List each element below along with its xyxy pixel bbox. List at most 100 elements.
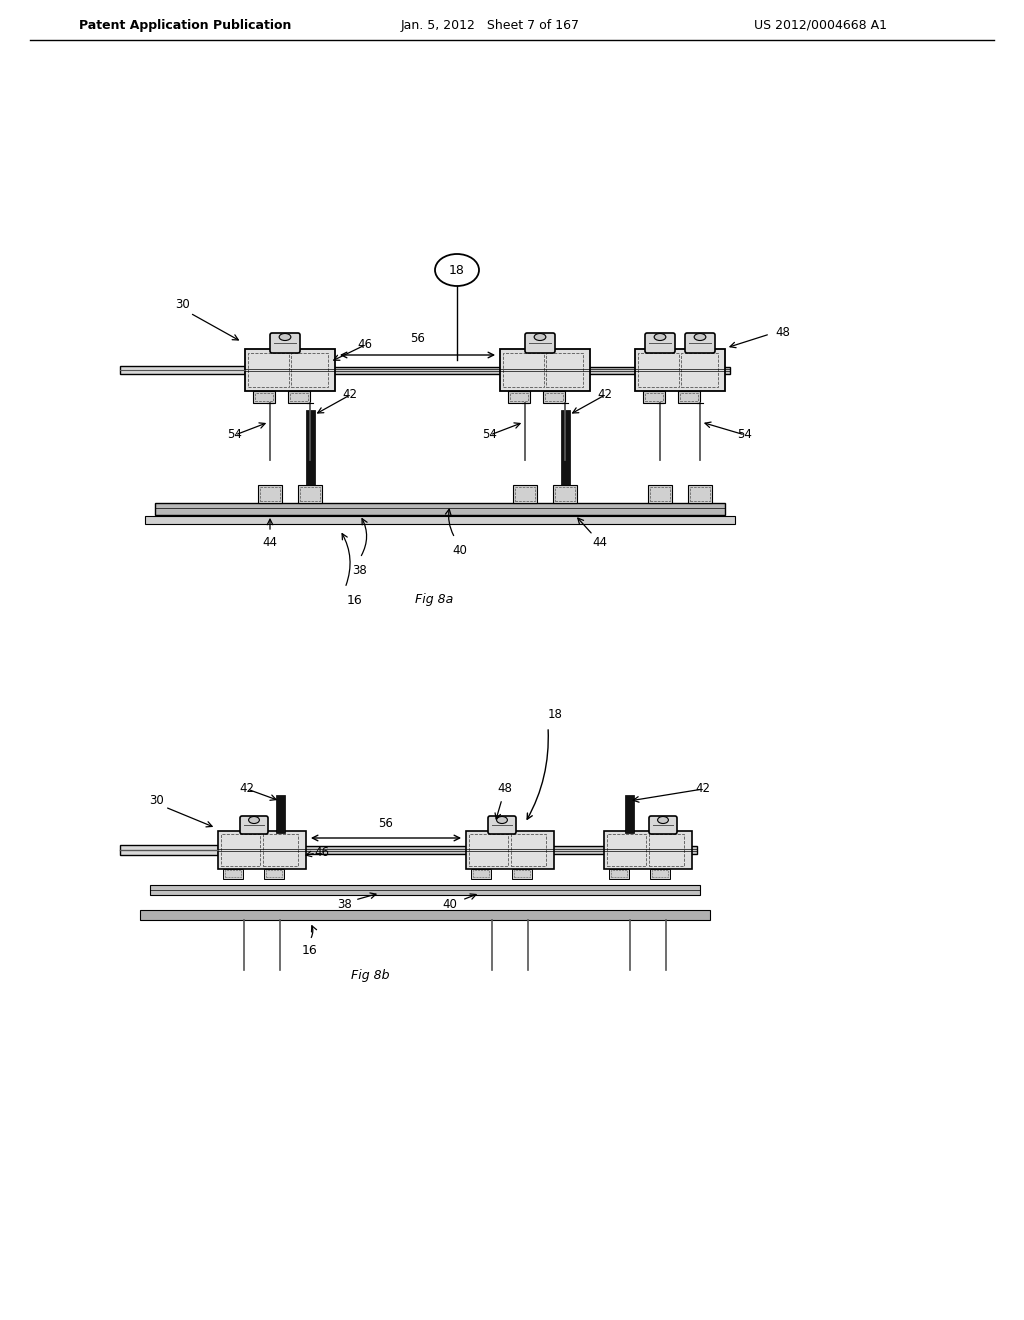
- Text: Patent Application Publication: Patent Application Publication: [79, 18, 291, 32]
- Bar: [218, 832, 306, 869]
- Bar: [643, 391, 665, 403]
- Text: 16: 16: [302, 944, 317, 957]
- Text: 56: 56: [410, 333, 425, 345]
- Bar: [140, 909, 710, 920]
- Bar: [650, 869, 670, 879]
- FancyBboxPatch shape: [649, 816, 677, 834]
- Bar: [678, 391, 700, 403]
- Bar: [625, 795, 634, 833]
- FancyBboxPatch shape: [645, 333, 675, 352]
- Bar: [260, 487, 280, 502]
- Ellipse shape: [694, 334, 706, 341]
- Bar: [263, 834, 298, 866]
- Bar: [223, 869, 243, 879]
- Bar: [649, 834, 684, 866]
- Text: Jan. 5, 2012   Sheet 7 of 167: Jan. 5, 2012 Sheet 7 of 167: [400, 18, 580, 32]
- Bar: [611, 870, 627, 876]
- Text: 38: 38: [352, 564, 368, 577]
- Bar: [253, 391, 275, 403]
- Bar: [276, 795, 285, 833]
- Bar: [546, 352, 584, 387]
- Bar: [221, 834, 260, 866]
- Bar: [266, 870, 282, 876]
- Bar: [469, 834, 508, 866]
- Bar: [638, 352, 679, 387]
- Text: Fig 8a: Fig 8a: [415, 594, 454, 606]
- Bar: [635, 348, 725, 391]
- Bar: [155, 503, 725, 515]
- FancyBboxPatch shape: [488, 816, 516, 834]
- Bar: [288, 391, 310, 403]
- Text: 30: 30: [150, 793, 165, 807]
- Text: 54: 54: [227, 429, 243, 441]
- Bar: [645, 393, 663, 401]
- Bar: [514, 870, 530, 876]
- Bar: [515, 487, 535, 502]
- Text: 42: 42: [695, 783, 711, 796]
- Bar: [300, 487, 319, 502]
- Bar: [264, 869, 284, 879]
- Bar: [503, 352, 544, 387]
- Text: US 2012/0004668 A1: US 2012/0004668 A1: [754, 18, 887, 32]
- Bar: [245, 348, 335, 391]
- Ellipse shape: [497, 817, 508, 824]
- Ellipse shape: [654, 334, 666, 341]
- Ellipse shape: [535, 334, 546, 341]
- Ellipse shape: [657, 817, 669, 824]
- Bar: [688, 484, 712, 503]
- Bar: [510, 393, 528, 401]
- Bar: [145, 516, 735, 524]
- FancyBboxPatch shape: [685, 333, 715, 352]
- Text: Fig 8b: Fig 8b: [351, 969, 389, 982]
- Text: 16: 16: [347, 594, 362, 606]
- Bar: [298, 484, 322, 503]
- Text: 44: 44: [262, 536, 278, 549]
- Text: 56: 56: [379, 817, 393, 830]
- Text: 42: 42: [342, 388, 357, 401]
- Text: 18: 18: [450, 264, 465, 276]
- Bar: [258, 484, 282, 503]
- Ellipse shape: [249, 817, 259, 824]
- Text: 46: 46: [314, 846, 329, 858]
- Bar: [245, 367, 730, 374]
- Bar: [681, 352, 718, 387]
- Bar: [466, 832, 554, 869]
- Bar: [512, 869, 532, 879]
- Text: 42: 42: [240, 783, 255, 796]
- Bar: [543, 391, 565, 403]
- Bar: [607, 834, 646, 866]
- Ellipse shape: [280, 334, 291, 341]
- Bar: [500, 348, 590, 391]
- Bar: [508, 391, 530, 403]
- Bar: [473, 870, 489, 876]
- Text: 40: 40: [453, 544, 467, 557]
- Bar: [652, 870, 668, 876]
- Text: 38: 38: [338, 899, 352, 912]
- Bar: [650, 487, 670, 502]
- Bar: [690, 487, 710, 502]
- FancyBboxPatch shape: [525, 333, 555, 352]
- Text: 54: 54: [737, 429, 753, 441]
- Bar: [511, 834, 546, 866]
- Bar: [609, 869, 629, 879]
- FancyBboxPatch shape: [270, 333, 300, 352]
- Text: 30: 30: [176, 298, 190, 312]
- Ellipse shape: [435, 253, 479, 286]
- Text: 54: 54: [482, 429, 498, 441]
- FancyBboxPatch shape: [240, 816, 268, 834]
- Bar: [648, 484, 672, 503]
- Bar: [513, 484, 537, 503]
- Bar: [305, 411, 314, 484]
- Bar: [255, 393, 273, 401]
- Text: 18: 18: [548, 709, 562, 722]
- Bar: [291, 352, 329, 387]
- Bar: [555, 487, 575, 502]
- Text: 42: 42: [597, 388, 612, 401]
- Text: 48: 48: [498, 783, 512, 796]
- Bar: [150, 884, 700, 895]
- Bar: [545, 393, 563, 401]
- Bar: [120, 366, 245, 374]
- Bar: [218, 846, 697, 854]
- Bar: [553, 484, 577, 503]
- Text: 48: 48: [775, 326, 790, 338]
